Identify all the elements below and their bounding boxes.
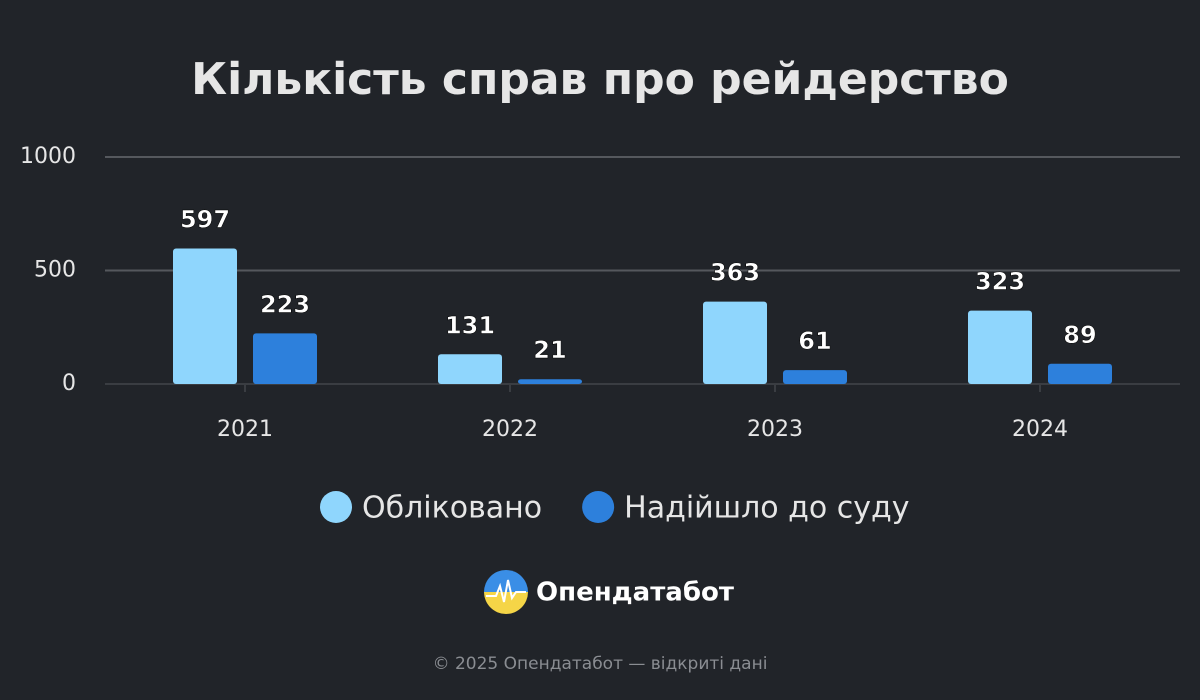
y-tick-label: 0 [62,371,76,396]
logo: Опендатабот [484,570,734,614]
brand-name: Опендатабот [536,578,734,608]
legend-label[interactable]: Обліковано [362,491,542,526]
y-tick-label: 1000 [20,144,76,169]
legend-swatch[interactable] [320,491,352,523]
value-label: 61 [798,327,831,355]
value-label: 131 [445,311,495,339]
footer: © 2025 Опендатабот — відкриті дані [433,654,768,674]
value-label: 21 [533,336,566,364]
x-tick-label: 2021 [217,417,273,442]
y-tick-label: 500 [34,258,76,283]
bar [438,354,502,384]
logo-pulse [486,579,526,603]
bar [703,301,767,384]
bar [173,248,237,384]
value-label: 597 [180,205,230,233]
bar [1048,363,1112,384]
chart-title: Кількість справ про рейдерство [191,54,1009,105]
bar [253,333,317,384]
value-label: 223 [260,290,310,318]
x-tick-label: 2024 [1012,417,1068,442]
legend-swatch[interactable] [582,491,615,523]
x-tick-label: 2022 [482,417,538,442]
bar [783,370,847,384]
legend-label[interactable]: Надійшло до суду [624,491,909,526]
bar [968,310,1032,384]
value-label: 89 [1063,321,1096,349]
value-label: 363 [710,259,760,287]
value-label: 323 [975,268,1025,296]
bar [518,379,582,384]
x-tick-label: 2023 [747,417,803,442]
